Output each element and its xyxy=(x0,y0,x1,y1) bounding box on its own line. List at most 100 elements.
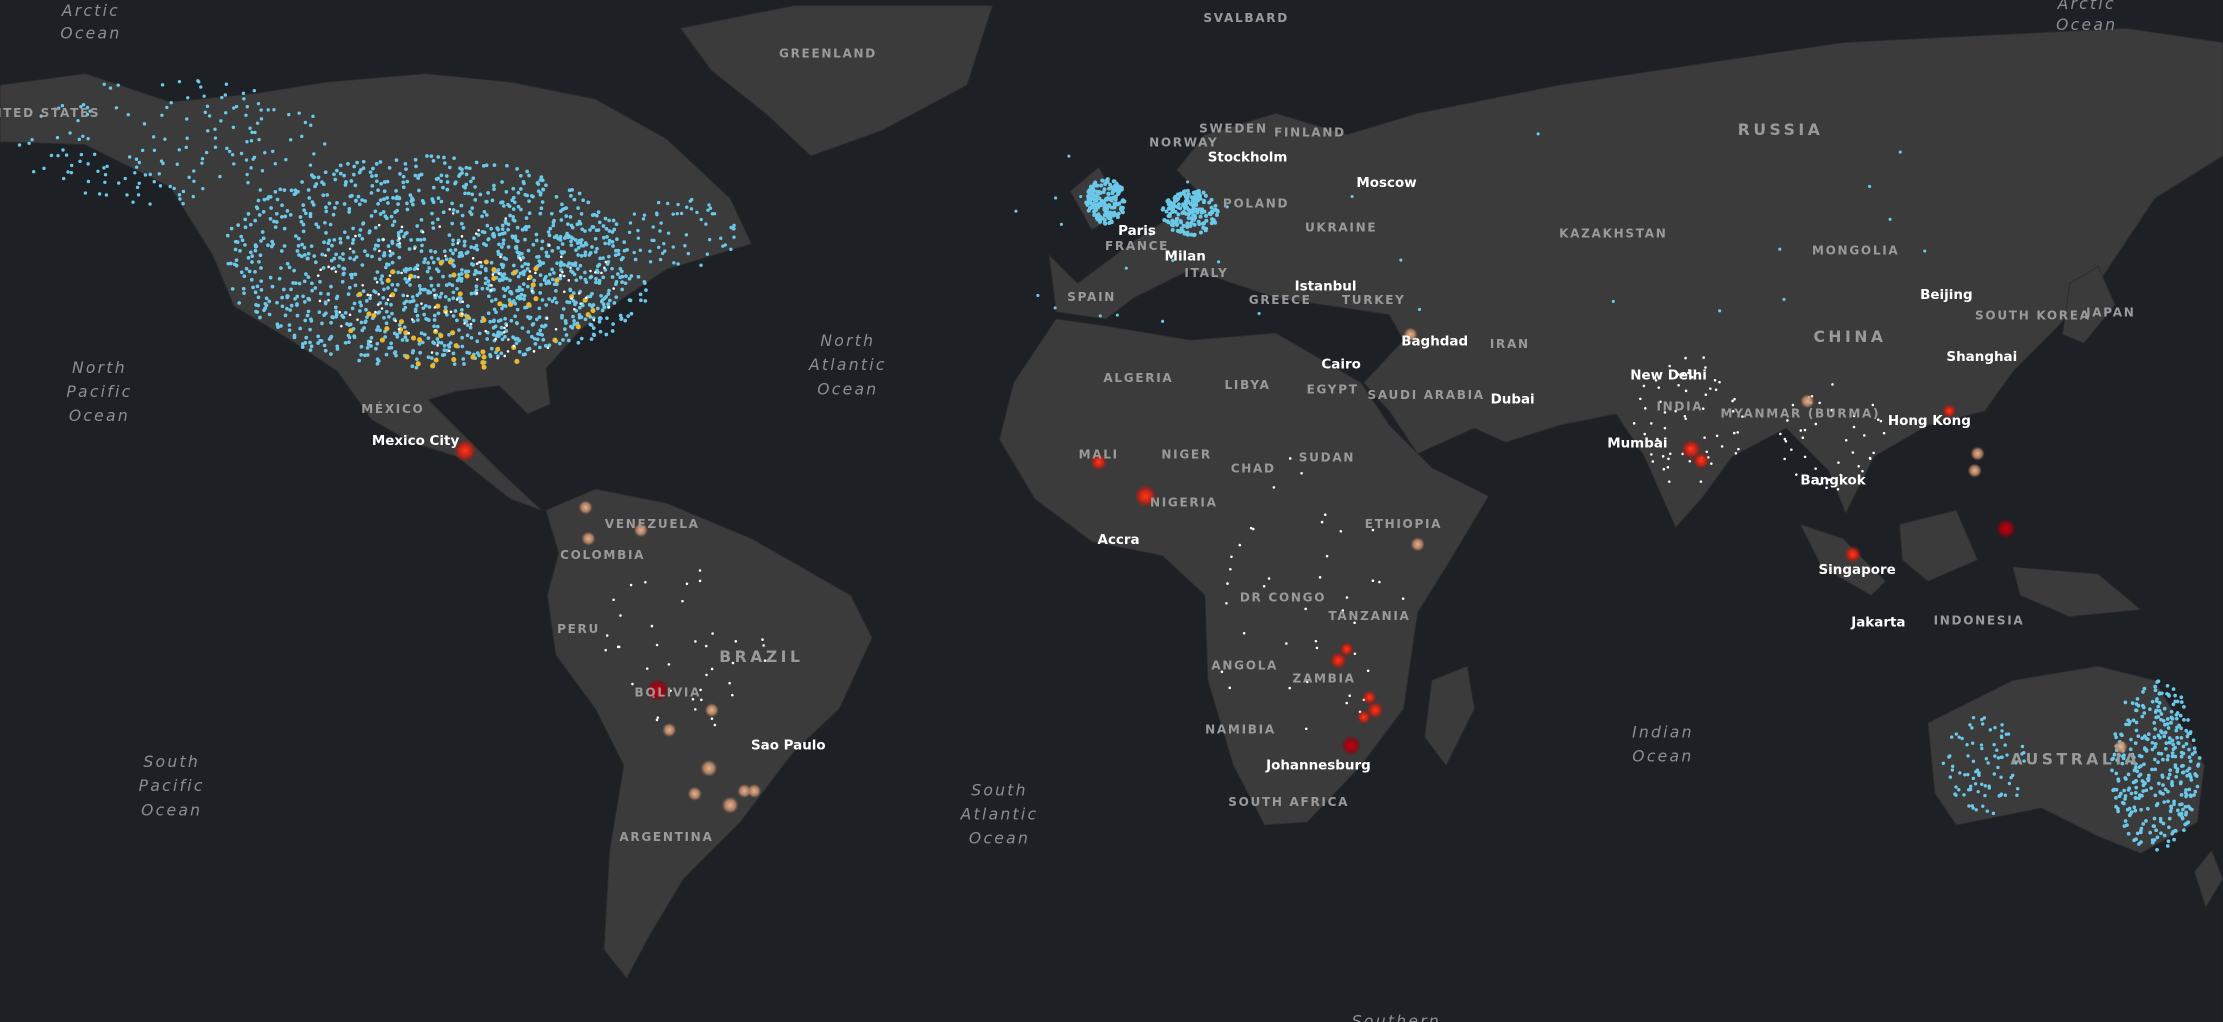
hotspot xyxy=(453,439,477,463)
point xyxy=(534,271,537,275)
point xyxy=(470,192,475,197)
point xyxy=(540,298,545,302)
point xyxy=(1976,789,1980,794)
point xyxy=(397,255,402,260)
point xyxy=(398,172,402,176)
point xyxy=(245,105,249,109)
point xyxy=(2123,794,2128,798)
point xyxy=(729,247,733,252)
point xyxy=(1948,754,1952,758)
point xyxy=(457,291,463,297)
point xyxy=(108,86,113,90)
point xyxy=(2131,780,2136,785)
point xyxy=(616,645,620,649)
point xyxy=(1111,179,1116,184)
point xyxy=(351,226,355,231)
point xyxy=(1699,480,1703,483)
point xyxy=(606,254,611,259)
point xyxy=(347,335,352,340)
point xyxy=(473,198,478,202)
point xyxy=(304,272,308,276)
point xyxy=(761,638,764,641)
point xyxy=(2184,728,2189,733)
point xyxy=(321,266,326,270)
point xyxy=(577,191,582,196)
point xyxy=(1099,183,1104,188)
point xyxy=(632,212,637,216)
point xyxy=(1161,319,1165,323)
point xyxy=(619,614,622,617)
point xyxy=(359,168,363,172)
point xyxy=(323,170,328,175)
point xyxy=(297,281,302,286)
data-points xyxy=(17,79,2202,852)
point xyxy=(492,187,496,191)
hotspot xyxy=(737,783,752,799)
point xyxy=(200,161,204,165)
point xyxy=(2163,722,2167,727)
point xyxy=(1186,212,1191,217)
point xyxy=(655,643,659,647)
point xyxy=(416,318,420,322)
point xyxy=(1079,194,1083,199)
point xyxy=(351,237,356,242)
point xyxy=(387,262,391,267)
point xyxy=(229,226,234,231)
point xyxy=(353,183,358,188)
point xyxy=(444,254,447,258)
point xyxy=(1108,216,1113,221)
point xyxy=(403,277,408,281)
point xyxy=(152,148,157,153)
point xyxy=(2123,700,2128,705)
point xyxy=(1992,742,1996,747)
point xyxy=(1954,793,1958,797)
point xyxy=(1174,197,1179,202)
point xyxy=(405,179,410,184)
point xyxy=(410,335,417,341)
point xyxy=(78,159,82,164)
point xyxy=(283,313,288,318)
point xyxy=(368,296,372,301)
point xyxy=(551,220,556,225)
point xyxy=(1674,409,1677,413)
point xyxy=(2175,725,2179,730)
point xyxy=(2188,759,2193,764)
point xyxy=(632,250,636,255)
point xyxy=(552,235,557,240)
point xyxy=(499,262,504,267)
point xyxy=(463,318,467,323)
point xyxy=(1170,209,1175,214)
point xyxy=(86,162,90,166)
point xyxy=(471,263,476,267)
point xyxy=(255,310,260,314)
city-label: Paris xyxy=(1118,224,1156,239)
point xyxy=(270,284,275,289)
point xyxy=(2159,751,2164,756)
point xyxy=(579,336,584,341)
point xyxy=(263,306,267,311)
labels: ArcticOceanArcticOceanNorthPacificOceanN… xyxy=(0,0,2137,1022)
point xyxy=(2153,745,2157,749)
point xyxy=(578,275,583,280)
point xyxy=(1985,809,1989,813)
point xyxy=(620,287,624,292)
point xyxy=(2125,807,2130,812)
point xyxy=(513,314,517,319)
point xyxy=(253,218,258,223)
point xyxy=(2141,703,2145,708)
point xyxy=(560,313,564,318)
point xyxy=(318,338,323,343)
point xyxy=(596,228,601,232)
point xyxy=(327,298,330,302)
point xyxy=(546,254,551,259)
point xyxy=(312,254,317,258)
point xyxy=(1720,445,1724,448)
point xyxy=(477,353,481,358)
point xyxy=(1980,717,1984,722)
hotspot xyxy=(1410,537,1425,552)
point xyxy=(1198,196,1203,201)
point xyxy=(528,270,532,273)
point xyxy=(2154,803,2159,808)
point xyxy=(56,153,60,158)
point xyxy=(462,243,467,248)
